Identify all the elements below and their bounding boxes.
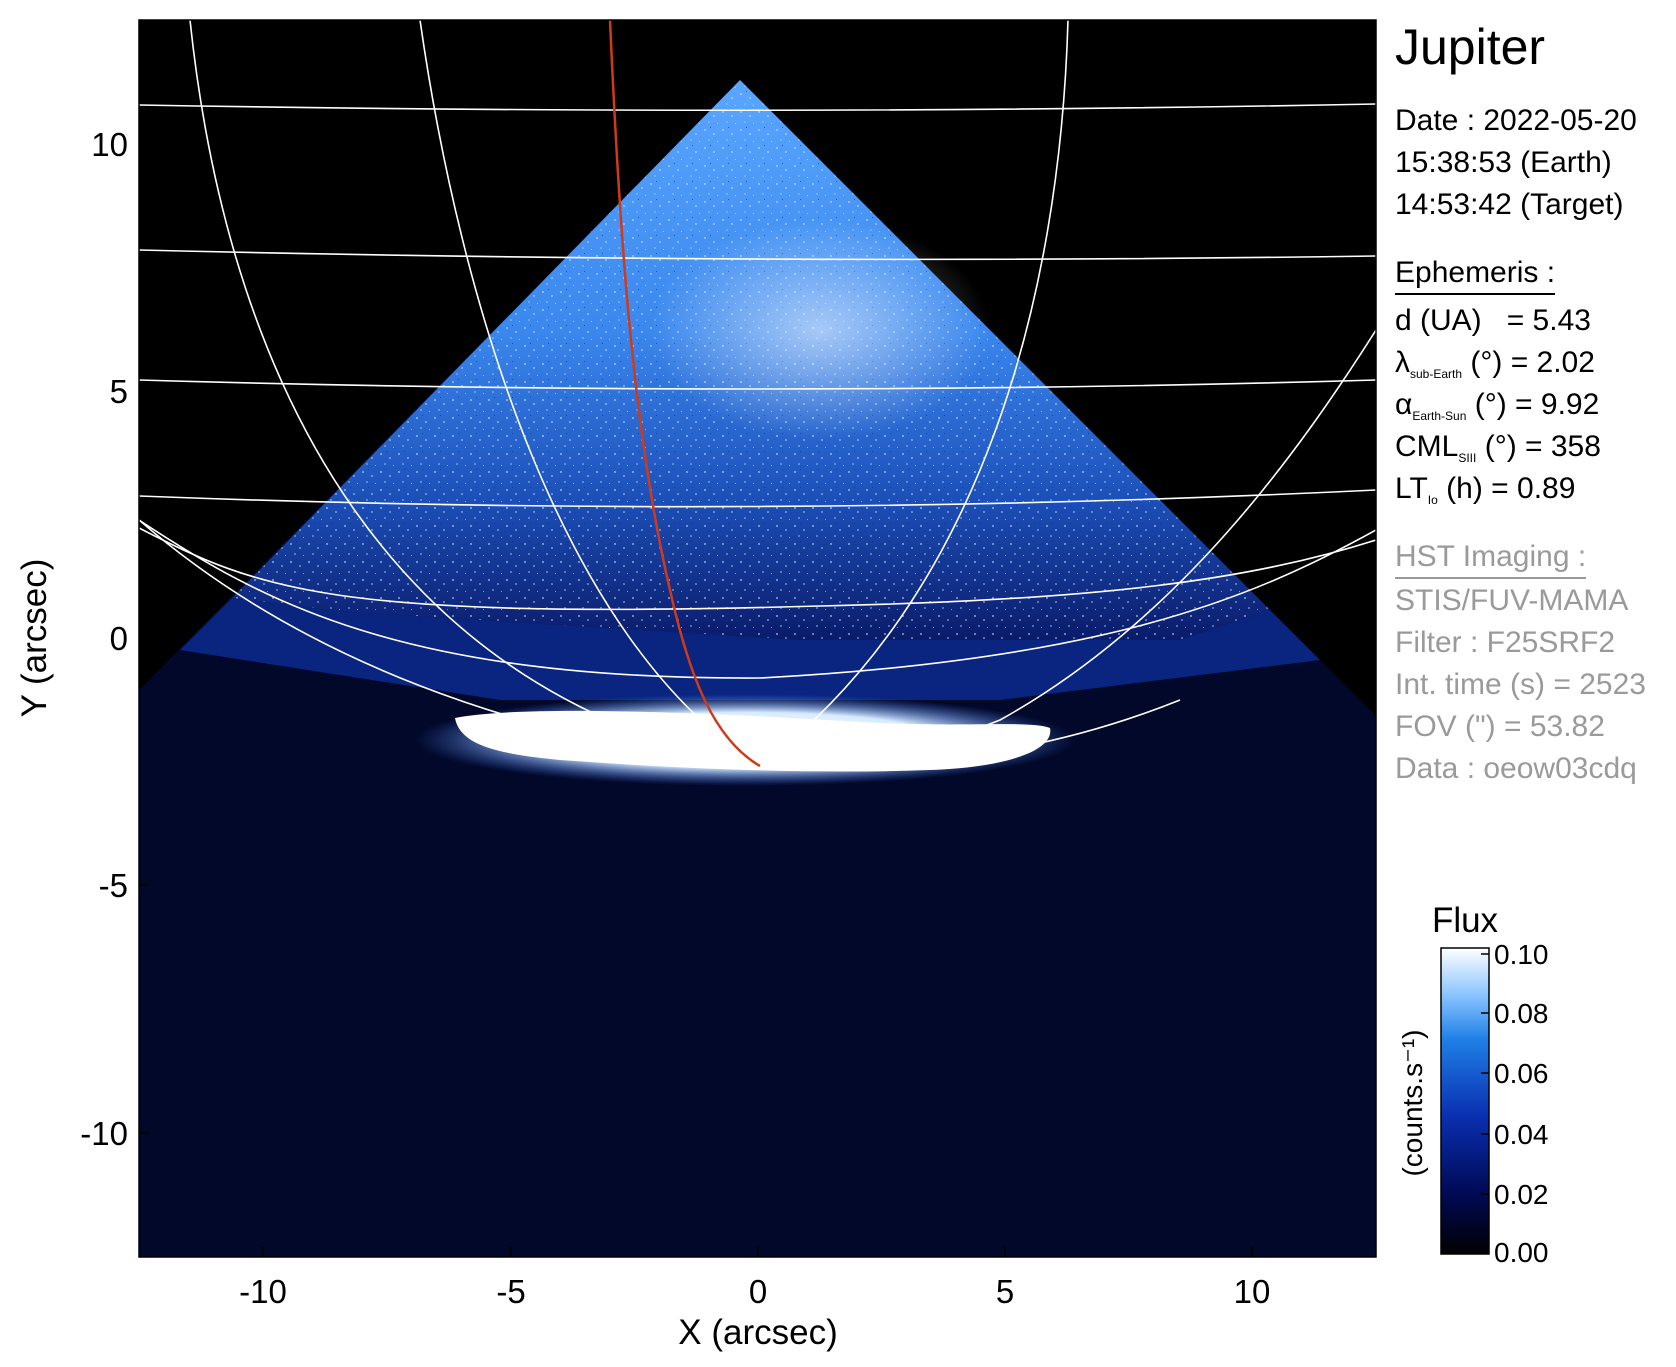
cml-symbol: CML	[1395, 430, 1459, 463]
colorbar-tick: 0.10	[1494, 939, 1549, 970]
instrument-line: STIS/FUV-MAMA	[1395, 584, 1629, 617]
x-tick-label: 0	[749, 1273, 767, 1310]
ephemeris-heading-text: Ephemeris :	[1395, 256, 1556, 295]
lambda-line: λsub-Earth (°) = 2.02	[1395, 346, 1595, 381]
colorbar	[1440, 947, 1490, 1255]
colorbar-tick: 0.04	[1494, 1119, 1549, 1150]
y-tick-marks	[139, 143, 149, 1134]
y-tick-label: 5	[110, 373, 128, 410]
distance-line: d (UA) = 5.43	[1395, 304, 1591, 338]
lt-subscript: Io	[1427, 493, 1438, 507]
date-line: Date : 2022-05-20	[1395, 104, 1637, 137]
image-plot	[139, 20, 1376, 1257]
x-tick-label: -10	[239, 1273, 287, 1310]
aurora-oval	[455, 710, 1051, 772]
alpha-line: αEarth-Sun (°) = 9.92	[1395, 388, 1599, 423]
colorbar-unit: (counts.s⁻¹)	[1397, 1029, 1428, 1176]
x-axis-label: X (arcsec)	[678, 1313, 837, 1352]
filter-line: Filter : F25SRF2	[1395, 626, 1616, 659]
colorbar-title: Flux	[1432, 901, 1499, 940]
lt-symbol: LT	[1395, 472, 1428, 505]
io-footpath	[608, 20, 761, 768]
lambda-subscript: sub-Earth	[1410, 367, 1463, 381]
alpha-value: (°) = 9.92	[1474, 388, 1600, 421]
ephemeris-heading: Ephemeris :	[1395, 256, 1556, 295]
y-tick-label: -5	[99, 867, 128, 904]
y-axis-label: Y (arcsec)	[15, 559, 54, 718]
x-tick-marks	[262, 1247, 1253, 1257]
x-tick-label: 5	[996, 1273, 1014, 1310]
colorbar-tick: 0.08	[1494, 998, 1549, 1029]
target-time-line: 14:53:42 (Target)	[1395, 188, 1624, 221]
distance-value: = 5.43	[1506, 304, 1591, 337]
data-id-line: Data : oeow03cdq	[1395, 752, 1637, 785]
x-tick-label: 10	[1234, 1273, 1271, 1310]
cml-value: (°) = 358	[1484, 430, 1601, 463]
cml-line: CMLSIII (°) = 358	[1395, 430, 1601, 465]
int-time-line: Int. time (s) = 2523	[1395, 668, 1646, 701]
disk-limb-band	[180, 598, 1320, 700]
lambda-value: (°) = 2.02	[1470, 346, 1595, 379]
imaging-heading: HST Imaging :	[1395, 540, 1587, 579]
colorbar-tick: 0.02	[1494, 1179, 1549, 1210]
alpha-subscript: Earth-Sun	[1412, 409, 1467, 423]
earth-time-line: 15:38:53 (Earth)	[1395, 146, 1612, 179]
lambda-symbol: λ	[1395, 346, 1410, 379]
cml-subscript: SIII	[1458, 451, 1477, 465]
lt-value: (h) = 0.89	[1446, 472, 1576, 505]
lt-line: LTIo (h) = 0.89	[1395, 472, 1575, 507]
colorbar-tick: 0.00	[1494, 1237, 1549, 1268]
distance-label: d (UA)	[1395, 304, 1482, 337]
y-tick-label: 10	[91, 126, 128, 163]
alpha-symbol: α	[1395, 388, 1413, 421]
y-tick-label: 0	[110, 620, 128, 657]
lat-long-grid	[139, 20, 1376, 768]
imaging-heading-text: HST Imaging :	[1395, 540, 1587, 579]
fov-line: FOV (") = 53.82	[1395, 710, 1605, 743]
x-tick-label: -5	[496, 1273, 525, 1310]
y-tick-label: -10	[80, 1115, 128, 1152]
target-title: Jupiter	[1395, 19, 1546, 75]
polar-glow	[650, 220, 990, 440]
colorbar-tick: 0.06	[1494, 1058, 1549, 1089]
